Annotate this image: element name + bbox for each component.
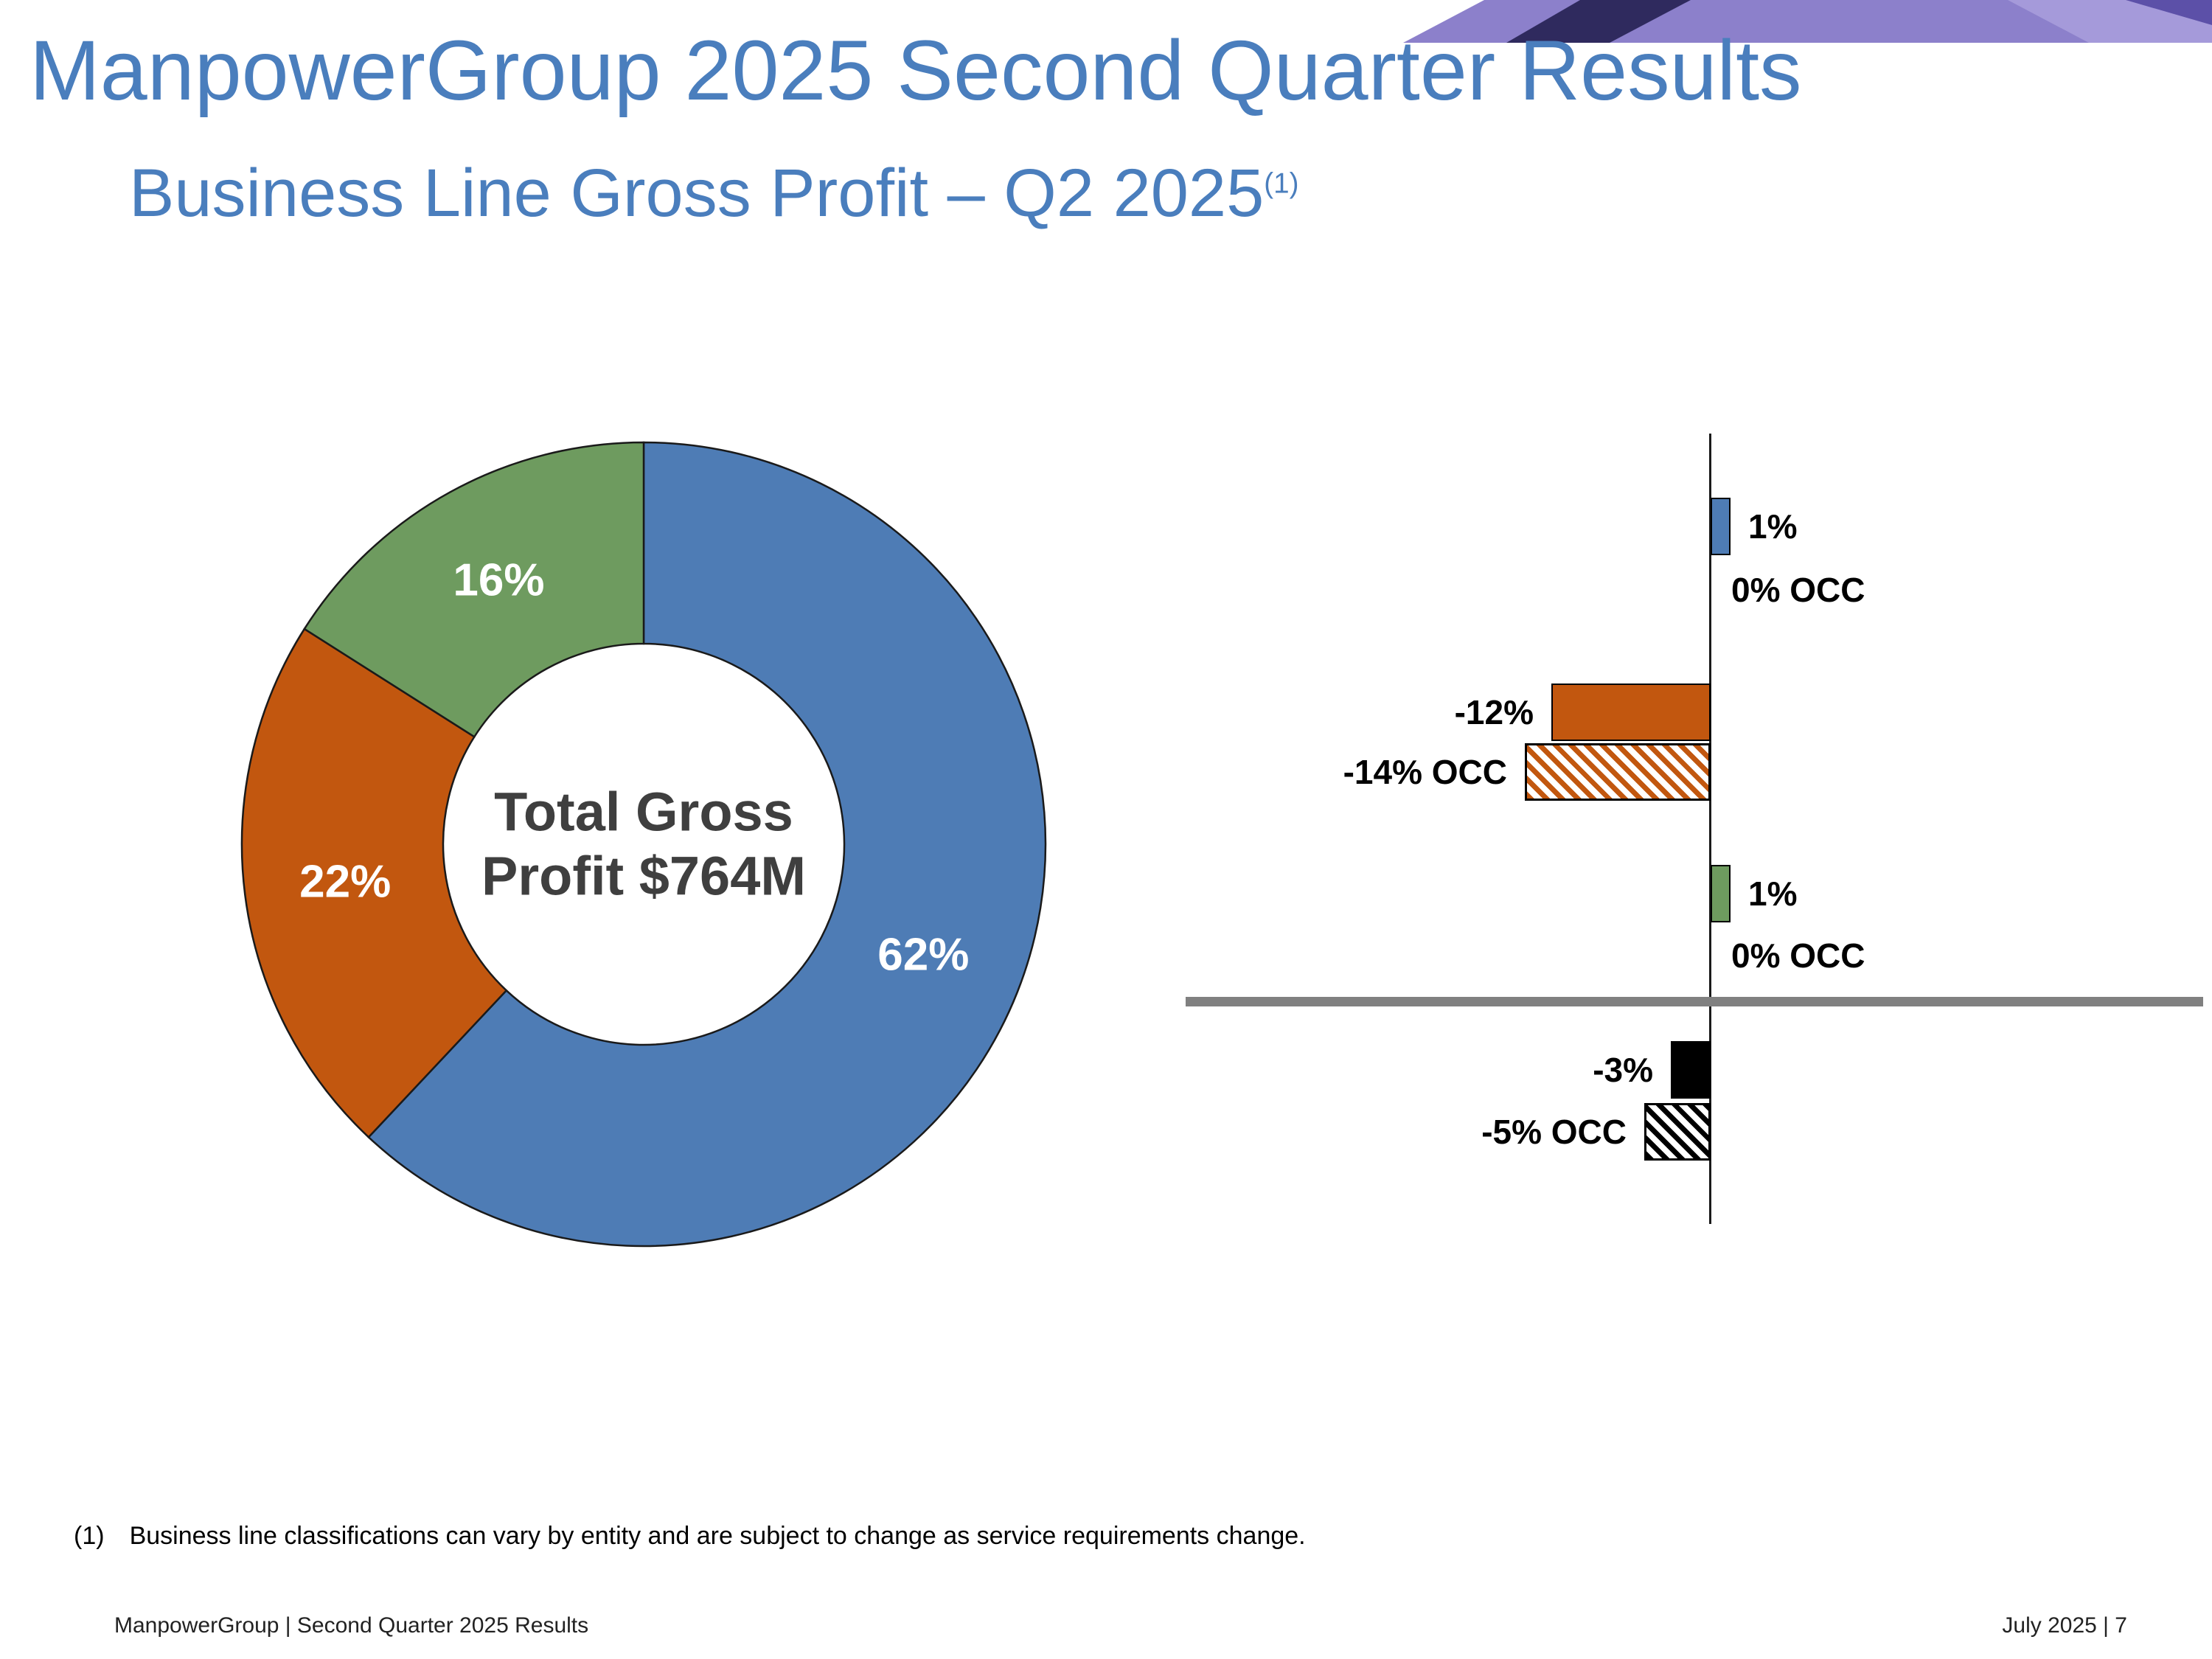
footnote-ref: (1) — [74, 1522, 105, 1550]
donut-slice — [367, 441, 1047, 1248]
donut-slice — [303, 441, 645, 738]
bar-reported — [1671, 1041, 1711, 1099]
bar-value-label: 1% — [1748, 507, 1798, 546]
bar-chart-zero-axis — [1709, 434, 1711, 1224]
slide-title: ManpowerGroup 2025 Second Quarter Result… — [29, 24, 1802, 118]
footnote: (1) Business line classifications can var… — [74, 1522, 1306, 1551]
bar-chart-divider-line — [1186, 997, 2203, 1006]
bar-value-label: 0% OCC — [1731, 936, 1865, 975]
bar-value-label: -3% — [1593, 1051, 1653, 1089]
slide-subtitle: Business Line Gross Profit – Q2 2025(1) — [129, 155, 1298, 232]
slide-subtitle-text: Business Line Gross Profit – Q2 2025 — [129, 156, 1265, 231]
donut-slice-label: 62% — [877, 929, 970, 981]
donut-slice-label: 16% — [453, 554, 545, 606]
banner-shape — [1506, 0, 1691, 43]
footnote-text: Business line classifications can vary b… — [129, 1522, 1306, 1550]
donut-center-label: Total Gross Profit $764M — [481, 781, 807, 907]
banner-shape — [2008, 0, 2212, 43]
donut-slice — [240, 627, 508, 1139]
bar-value-label: 1% — [1748, 874, 1798, 913]
bar-value-label: 0% OCC — [1731, 571, 1865, 609]
bar-value-label: -12% — [1454, 693, 1534, 731]
footer-left: ManpowerGroup | Second Quarter 2025 Resu… — [114, 1613, 589, 1638]
bar-reported — [1711, 865, 1731, 922]
decorative-banner-graphic — [1403, 0, 2212, 43]
bar-occ — [1644, 1103, 1711, 1161]
subtitle-footnote-ref: (1) — [1264, 167, 1299, 200]
donut-chart: Total Gross Profit $764M 62% 22% 16% — [236, 437, 1051, 1252]
banner-shape — [2126, 0, 2212, 25]
bar-value-label: -14% OCC — [1343, 753, 1507, 791]
bar-value-label: -5% OCC — [1481, 1113, 1627, 1151]
donut-slice-label: 22% — [299, 856, 392, 908]
bar-reported — [1711, 498, 1731, 555]
bar-occ — [1525, 743, 1711, 801]
footer-right-page-number: July 2025 | 7 — [2002, 1613, 2127, 1638]
bar-reported — [1551, 684, 1711, 741]
